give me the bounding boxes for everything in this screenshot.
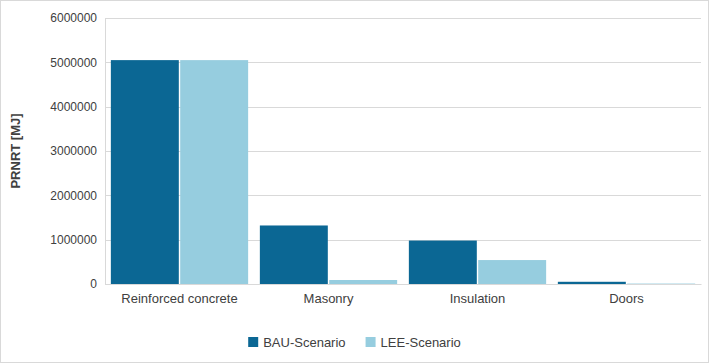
y-axis-line xyxy=(105,19,106,285)
series-bars xyxy=(180,60,695,284)
x-tick-label: Doors xyxy=(609,291,644,306)
y-tick-label: 0 xyxy=(90,277,97,291)
grid-line xyxy=(105,18,701,19)
bar xyxy=(260,225,328,284)
y-tick: 1000000 xyxy=(50,233,105,247)
bar xyxy=(409,241,477,284)
legend-item: BAU-Scenario xyxy=(248,335,345,350)
bars xyxy=(111,60,695,284)
bar xyxy=(180,60,248,284)
x-tick: Insulation xyxy=(450,284,506,306)
x-tick: Masonry xyxy=(304,284,354,306)
y-tick-label: 5000000 xyxy=(50,56,97,70)
y-tick: 5000000 xyxy=(50,56,105,70)
chart-frame xyxy=(1,1,709,363)
legend: BAU-Scenario LEE-Scenario xyxy=(248,335,461,350)
y-axis: 0 1000000 2000000 3000000 4000000 5000000 6000… xyxy=(50,11,105,291)
legend-item: LEE-Scenario xyxy=(366,335,461,350)
chart: 0 1000000 2000000 3000000 4000000 5000000 6000… xyxy=(0,0,709,363)
y-tick: 0 xyxy=(90,277,105,291)
x-tick-label: Masonry xyxy=(304,291,354,306)
y-tick-label: 2000000 xyxy=(50,189,97,203)
legend-label: LEE-Scenario xyxy=(381,335,461,350)
y-tick: 3000000 xyxy=(50,144,105,158)
y-tick-label: 3000000 xyxy=(50,144,97,158)
bar xyxy=(627,283,695,284)
x-tick-label: Reinforced concrete xyxy=(121,291,237,306)
legend-label: BAU-Scenario xyxy=(263,335,345,350)
series-bars xyxy=(111,60,626,284)
x-axis: Reinforced concrete Masonry Insulation Door… xyxy=(106,284,702,306)
y-tick-label: 6000000 xyxy=(50,11,97,25)
y-axis-title: PRNRT [MJ] xyxy=(8,113,23,188)
bar xyxy=(111,60,179,284)
x-tick: Doors xyxy=(609,284,644,306)
y-tick: 6000000 xyxy=(50,11,105,25)
bar xyxy=(558,282,626,284)
x-axis-line xyxy=(106,284,702,285)
grid-line xyxy=(105,284,701,285)
x-tick-label: Insulation xyxy=(450,291,506,306)
plot: 0 1000000 2000000 3000000 4000000 5000000 6000… xyxy=(50,11,701,306)
legend-swatch xyxy=(248,337,258,347)
grid xyxy=(105,19,701,285)
y-tick-label: 1000000 xyxy=(50,233,97,247)
legend-swatch xyxy=(366,337,376,347)
x-tick: Reinforced concrete xyxy=(121,284,237,306)
y-tick: 4000000 xyxy=(50,100,105,114)
bar xyxy=(478,260,546,284)
y-tick-label: 4000000 xyxy=(50,100,97,114)
y-tick: 2000000 xyxy=(50,189,105,203)
bar xyxy=(329,280,397,284)
